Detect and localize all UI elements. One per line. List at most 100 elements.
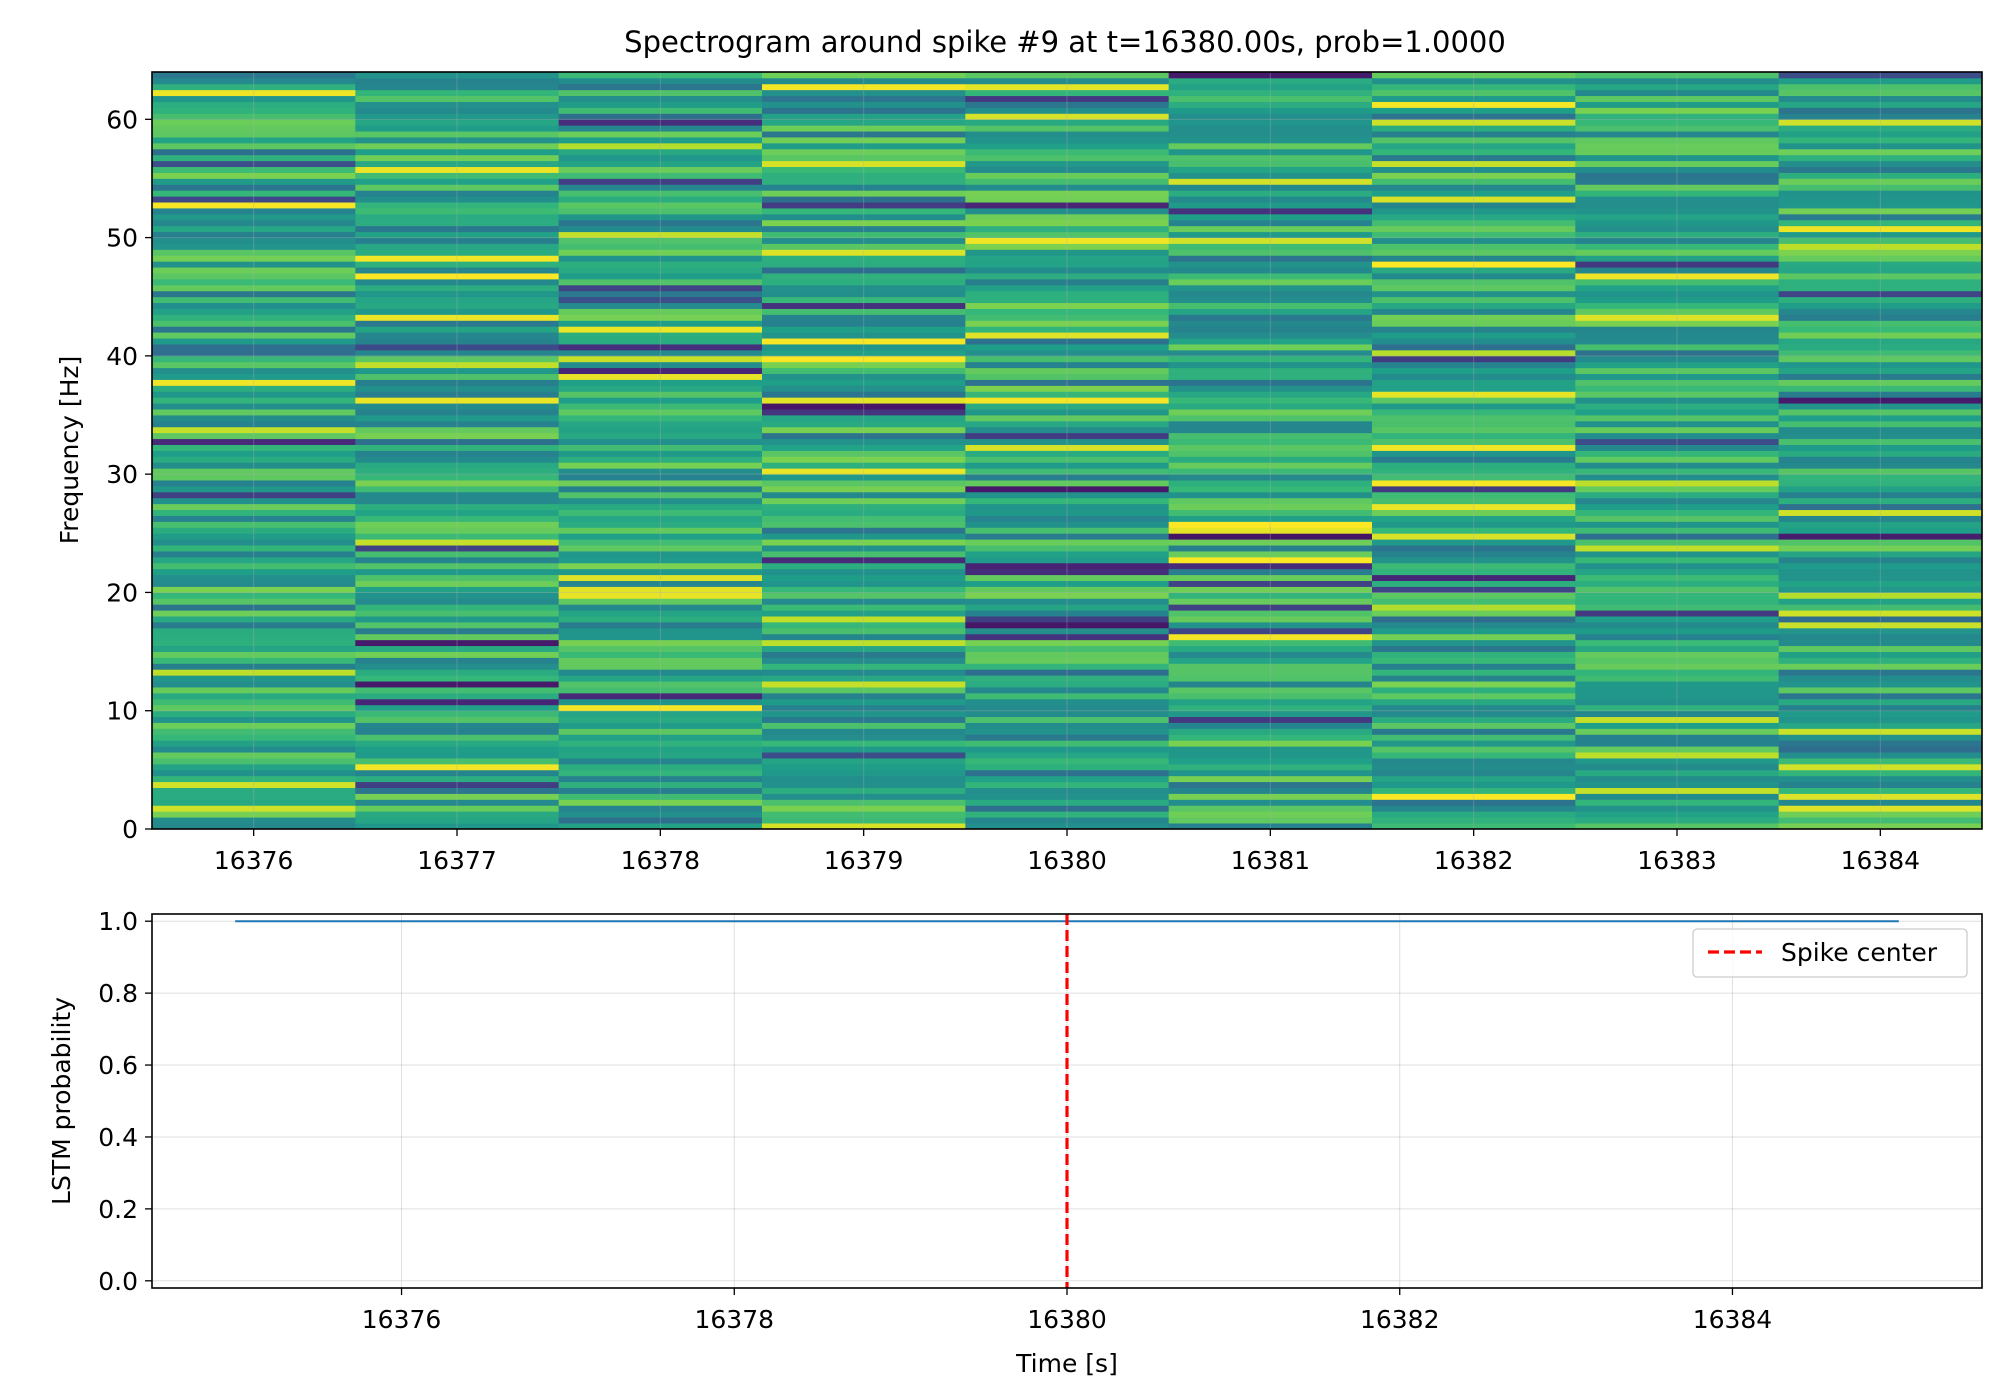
spectrogram-cell — [152, 687, 356, 694]
spectrogram-cell — [1168, 314, 1373, 321]
spectrogram-cell — [1168, 817, 1373, 824]
spectrogram-cell — [965, 267, 1170, 274]
spectrogram-cell — [355, 278, 560, 286]
spectrogram-cell — [965, 527, 1170, 534]
spectrogram-cell — [1168, 332, 1373, 339]
spectrogram-cell — [152, 586, 356, 593]
spectrogram-y-tick-label: 60 — [106, 105, 138, 134]
spectrogram-cell — [152, 450, 356, 457]
spectrogram-cell — [355, 101, 560, 108]
spectrogram-cell — [152, 344, 356, 351]
spectrogram-cell — [965, 480, 1170, 487]
spectrogram-cell — [1372, 497, 1576, 505]
spectrogram-cell — [1575, 485, 1780, 493]
spectrogram-cell — [355, 509, 560, 516]
spectrogram-cell — [1372, 160, 1576, 168]
spectrogram-cell — [1575, 278, 1780, 286]
spectrogram-cell — [965, 692, 1170, 700]
spectrogram-cell — [1778, 734, 1982, 741]
spectrogram-cell — [558, 775, 763, 783]
spectrogram-cell — [355, 657, 560, 664]
spectrogram-cell — [1778, 237, 1982, 244]
spectrogram-cell — [152, 332, 356, 339]
spectrogram-cell — [762, 734, 966, 741]
spectrogram-cell — [355, 415, 560, 422]
spectrogram-cell — [1575, 125, 1780, 132]
spectrogram-cell — [1168, 805, 1373, 812]
spectrogram-cell — [355, 113, 560, 120]
spectrogram-cell — [1778, 769, 1982, 777]
spectrogram-cell — [965, 420, 1170, 428]
spectrogram-cell — [1575, 704, 1780, 712]
spectrogram-cell — [152, 426, 356, 434]
spectrogram-cell — [1168, 669, 1373, 676]
spectrogram-cell — [965, 799, 1170, 806]
probability-series — [235, 914, 1899, 1288]
spectrogram-cell — [152, 172, 356, 179]
spectrogram-cell — [1575, 166, 1780, 173]
spectrogram-x-tick-label: 16380 — [1027, 846, 1107, 875]
spectrogram-cell — [1168, 480, 1373, 487]
spectrogram-cell — [1372, 769, 1576, 777]
spectrogram-cell — [762, 397, 966, 404]
spectrogram-cell — [762, 485, 966, 493]
spectrogram-cell — [965, 805, 1170, 812]
spectrogram-cell — [1168, 474, 1373, 481]
spectrogram-cell — [558, 687, 763, 694]
spectrogram-cell — [558, 202, 763, 209]
spectrogram-cell — [558, 509, 763, 516]
spectrogram-cell — [762, 95, 966, 102]
spectrogram-cell — [355, 568, 560, 576]
spectrogram-cell — [762, 480, 966, 487]
spectrogram-cell — [558, 633, 763, 641]
spectrogram-cell — [1778, 610, 1982, 617]
spectrogram-cell — [762, 533, 966, 540]
spectrogram-cell — [1372, 137, 1576, 144]
spectrogram-cell — [965, 208, 1170, 215]
spectrogram-cell — [1778, 574, 1982, 582]
spectrogram-cell — [965, 734, 1170, 741]
spectrogram-cell — [1575, 415, 1780, 422]
spectrogram-cell — [1778, 817, 1982, 824]
spectrogram-cell — [355, 403, 560, 410]
spectrogram-cell — [1778, 391, 1982, 398]
spectrogram-cell — [762, 190, 966, 197]
spectrogram-cell — [1372, 681, 1576, 688]
spectrogram-cell — [558, 657, 763, 664]
spectrogram-cell — [1168, 403, 1373, 410]
spectrogram-cell — [1778, 101, 1982, 108]
spectrogram-cell — [1575, 373, 1780, 380]
spectrogram-cell — [355, 344, 560, 351]
spectrogram-cell — [1168, 119, 1373, 126]
spectrogram-cell — [762, 225, 966, 233]
spectrogram-cell — [1372, 196, 1576, 203]
spectrogram-cell — [1168, 308, 1373, 315]
spectrogram-cell — [355, 799, 560, 806]
spectrogram-cell — [762, 231, 966, 238]
spectrogram-cell — [1778, 361, 1982, 369]
spectrogram-cell — [558, 645, 763, 652]
spectrogram-cell — [1575, 379, 1780, 386]
spectrogram-cell — [965, 296, 1170, 304]
spectrogram-cell — [762, 728, 966, 735]
spectrogram-cell — [558, 497, 763, 505]
spectrogram-cell — [762, 633, 966, 641]
spectrogram-cell — [1372, 178, 1576, 185]
spectrogram-cell — [1575, 539, 1780, 546]
spectrogram-cell — [152, 692, 356, 700]
spectrogram-cell — [1372, 480, 1576, 487]
spectrogram-cell — [965, 255, 1170, 262]
spectrogram-cell — [965, 456, 1170, 463]
spectrogram-cell — [1168, 622, 1373, 629]
spectrogram-cell — [762, 574, 966, 582]
spectrogram-cell — [558, 166, 763, 173]
spectrogram-cell — [152, 125, 356, 132]
spectrogram-cell — [1372, 373, 1576, 380]
spectrogram-cell — [965, 669, 1170, 676]
spectrogram-cell — [965, 728, 1170, 735]
spectrogram-cell — [558, 728, 763, 735]
spectrogram-cell — [1372, 166, 1576, 173]
spectrogram-cell — [152, 645, 356, 652]
spectrogram-cell — [965, 645, 1170, 652]
spectrogram-cell — [1372, 521, 1576, 528]
